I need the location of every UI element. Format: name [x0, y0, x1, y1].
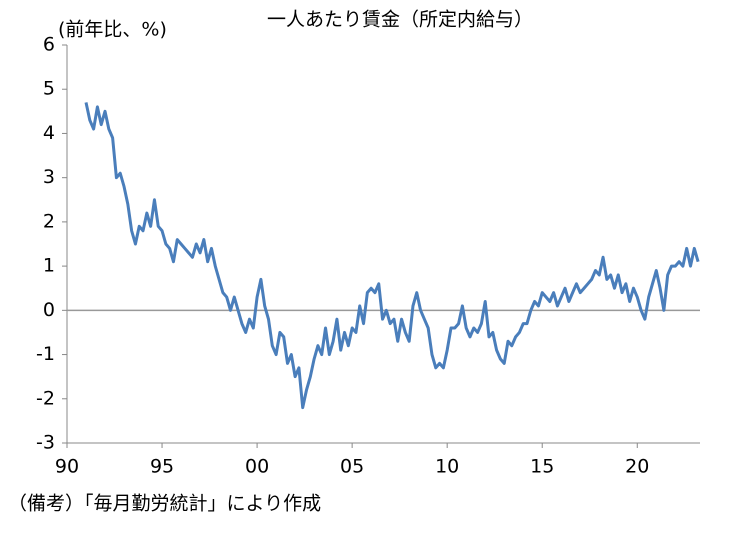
y-tick-label: -1 — [36, 343, 55, 365]
line-series — [84, 102, 700, 410]
x-tick-label: 15 — [530, 456, 554, 478]
y-tick-label: 6 — [43, 34, 55, 56]
x-tick-label: 10 — [435, 456, 459, 478]
y-axis-label: (前年比、%) — [58, 19, 167, 41]
note: （備考）「毎月勤労統計」により作成 — [8, 493, 321, 515]
y-tick-label: 2 — [43, 210, 55, 232]
x-tick-label: 20 — [625, 456, 649, 478]
y-tick-label: 0 — [43, 299, 55, 321]
y-tick-label: 5 — [43, 78, 55, 100]
x-tick-label: 95 — [150, 456, 174, 478]
y-tick-label: -3 — [36, 432, 55, 454]
y-tick-label: 3 — [43, 166, 55, 188]
x-tick-label: 05 — [340, 456, 364, 478]
x-tick-label: 00 — [245, 456, 269, 478]
x-tick-label: 90 — [55, 456, 79, 478]
y-tick-label: 1 — [43, 255, 55, 277]
chart-title: 一人あたり賃金（所定内給与） — [267, 9, 533, 31]
y-tick-label: 4 — [43, 122, 55, 144]
y-tick-label: -2 — [36, 387, 55, 409]
